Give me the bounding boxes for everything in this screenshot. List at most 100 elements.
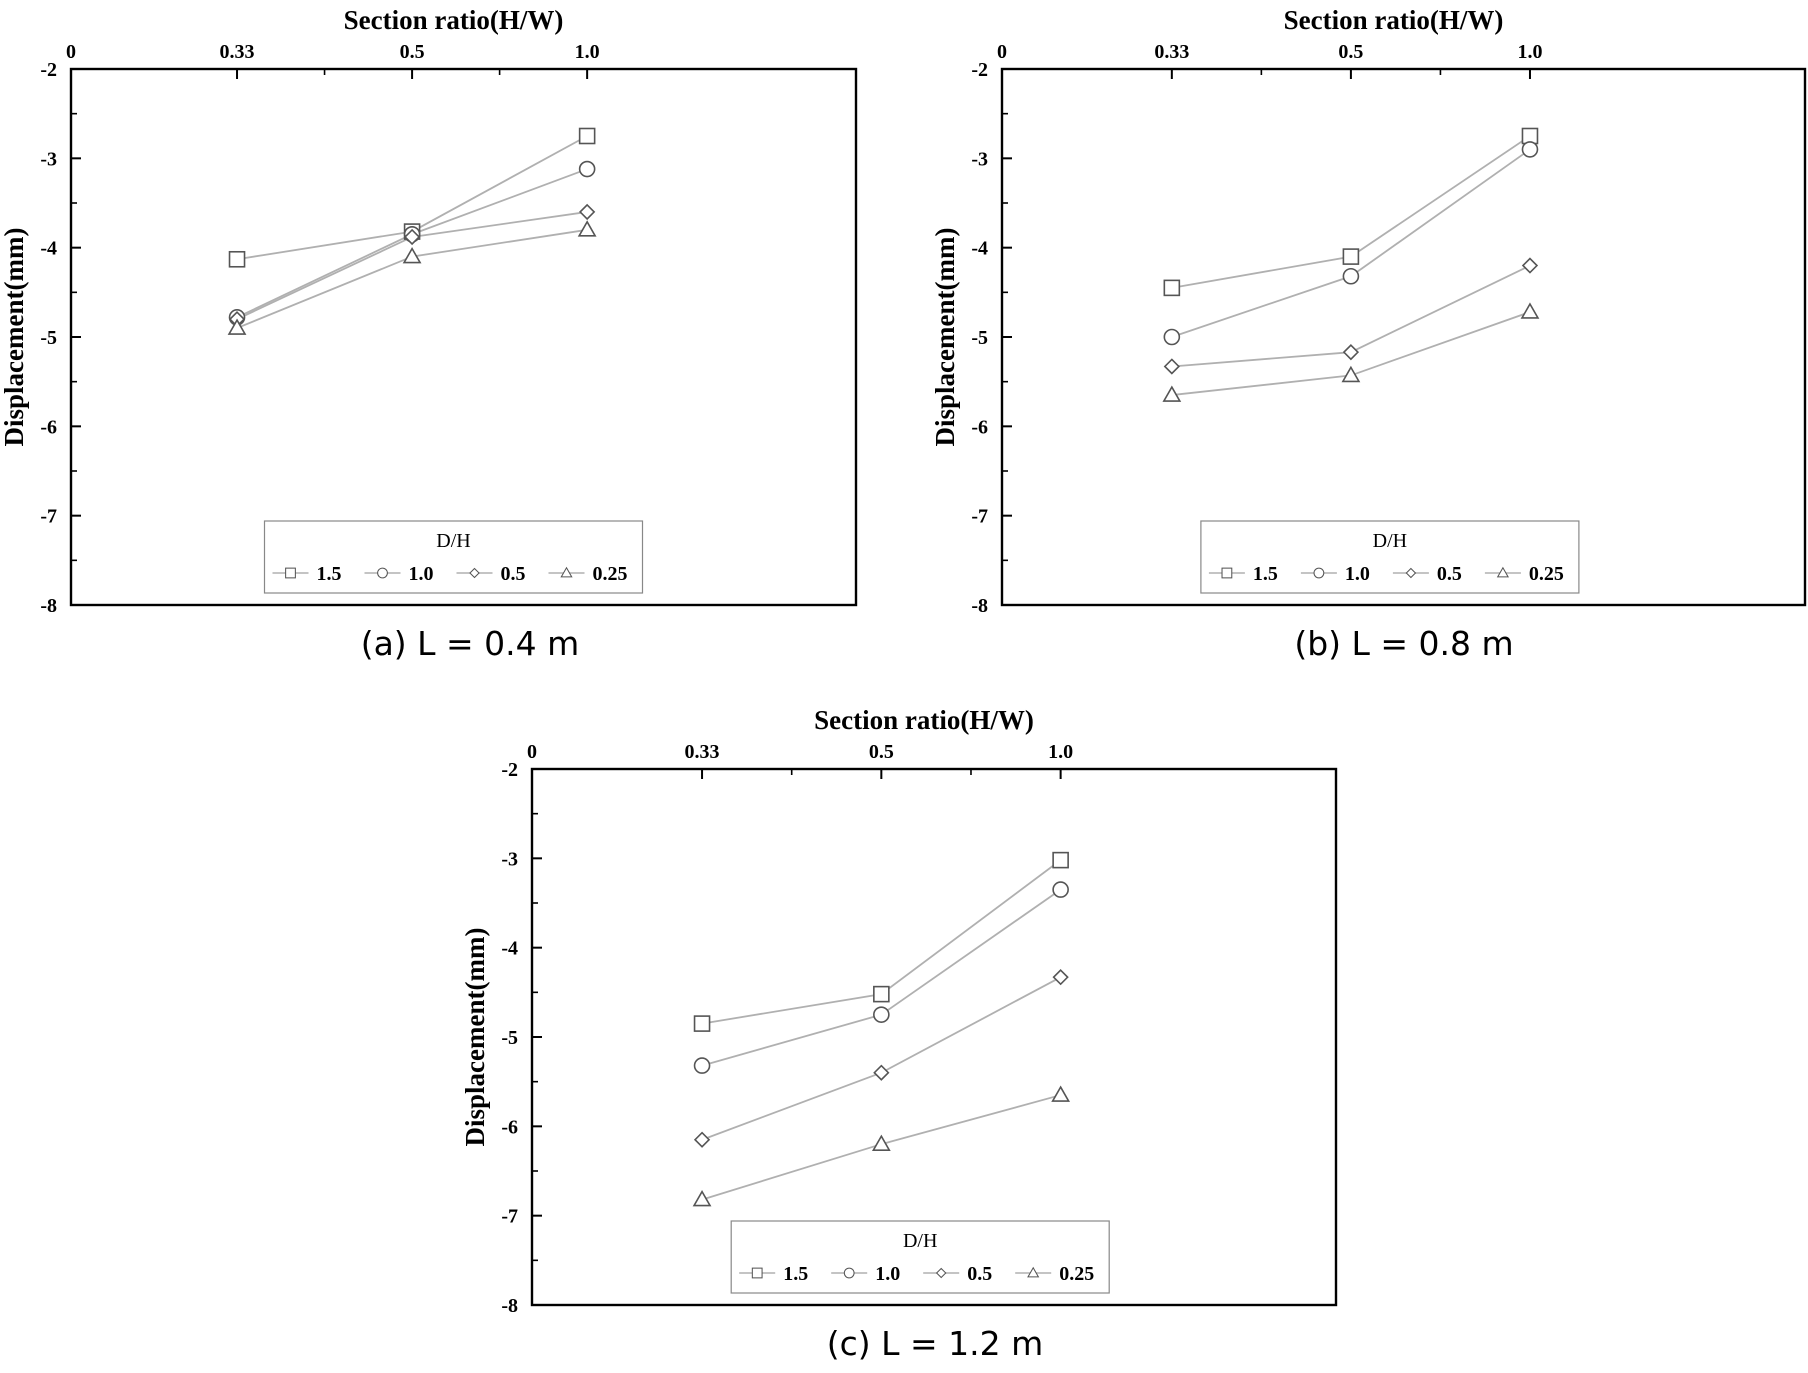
y-tick-label: -2 bbox=[971, 59, 988, 81]
data-point-1_0 bbox=[578, 160, 596, 178]
legend-marker bbox=[469, 567, 480, 579]
legend-title: D/H bbox=[436, 530, 470, 552]
legend-marker bbox=[1313, 567, 1325, 579]
legend-label: 0.25 bbox=[1529, 563, 1564, 585]
legend-marker bbox=[1405, 567, 1417, 579]
y-tick-label: -6 bbox=[40, 416, 57, 438]
legend-label: 1.5 bbox=[1253, 563, 1278, 585]
legend-marker bbox=[1027, 1266, 1040, 1278]
data-point-0_5 bbox=[579, 203, 596, 221]
data-point-0_5 bbox=[1163, 358, 1180, 375]
data-point-0_5 bbox=[693, 1131, 711, 1148]
y-tick-label: -7 bbox=[40, 506, 57, 528]
y-axis-title: Displacement(mm) bbox=[460, 928, 490, 1147]
data-point-0_25 bbox=[871, 1134, 891, 1151]
legend-label: 0.25 bbox=[593, 563, 628, 585]
data-point-0_25 bbox=[1520, 302, 1540, 319]
data-point-0_25 bbox=[1162, 385, 1182, 402]
data-point-1_5 bbox=[1163, 279, 1181, 297]
data-point-0_25 bbox=[1341, 365, 1361, 383]
data-point-1_0 bbox=[1163, 328, 1181, 346]
x-tick-label: 0.5 bbox=[1338, 41, 1363, 63]
y-tick-label: -3 bbox=[501, 848, 518, 870]
figure-caption: (c) L = 1.2 m bbox=[827, 1324, 1044, 1363]
y-tick-label: -5 bbox=[501, 1027, 518, 1049]
legend-title: D/H bbox=[1373, 530, 1407, 552]
legend: D/H 1.5 1.0 0.5 0.25 bbox=[730, 1220, 1110, 1294]
x-axis-title: Section ratio(H/W) bbox=[814, 705, 1034, 735]
data-point-1_5 bbox=[578, 127, 596, 145]
legend-title: D/H bbox=[903, 1230, 937, 1252]
data-point-1_5 bbox=[873, 985, 890, 1003]
data-point-0_5 bbox=[403, 228, 421, 246]
series-line-1_0 bbox=[1171, 148, 1531, 338]
y-tick-label: -7 bbox=[501, 1206, 518, 1228]
y-tick-label: -3 bbox=[40, 148, 57, 170]
legend-marker bbox=[285, 567, 296, 579]
data-point-0_25 bbox=[227, 318, 247, 335]
data-point-1_5 bbox=[693, 1015, 711, 1032]
legend-box bbox=[263, 520, 644, 594]
data-point-1_5 bbox=[1052, 851, 1069, 869]
data-point-0_5 bbox=[1052, 969, 1069, 986]
x-axis-title: Section ratio(H/W) bbox=[344, 5, 564, 35]
chart-panel-b: Section ratio(H/W) 0 0.33 0.5 1.0 -2 -3 -4 -5 -6 -… bbox=[930, 5, 1807, 663]
x-tick-label: 1.0 bbox=[1048, 741, 1073, 763]
y-tick-label: -5 bbox=[971, 327, 988, 349]
legend-label: 1.0 bbox=[409, 563, 434, 585]
data-point-1_0 bbox=[1052, 881, 1069, 898]
legend-marker bbox=[1221, 567, 1233, 579]
data-point-1_5 bbox=[1342, 248, 1360, 265]
y-tick-label: -5 bbox=[40, 327, 57, 349]
chart-panel-a: Section ratio(H/W) 0 0.33 0.5 1.0 -2 -3 -4 -5 -6 -… bbox=[0, 5, 858, 663]
x-tick-label: 1.0 bbox=[1517, 41, 1542, 63]
y-tick-label: -8 bbox=[501, 1295, 518, 1317]
y-axis-title: Displacement(mm) bbox=[930, 228, 960, 447]
y-tick-label: -4 bbox=[501, 938, 518, 960]
x-tick-label: 0.5 bbox=[400, 41, 425, 63]
x-axis-title: Section ratio(H/W) bbox=[1284, 5, 1504, 35]
legend-box bbox=[1200, 520, 1580, 594]
legend: D/H 1.5 1.0 0.5 0.25 bbox=[1200, 520, 1580, 594]
legend-label: 0.5 bbox=[1437, 563, 1462, 585]
x-tick-label: 0.33 bbox=[685, 741, 720, 763]
figure-caption: (b) L = 0.8 m bbox=[1294, 624, 1513, 663]
x-tick-label: 0.33 bbox=[220, 41, 255, 63]
y-tick-label: -6 bbox=[971, 416, 988, 438]
legend-marker bbox=[1496, 566, 1509, 578]
data-point-0_5 bbox=[1342, 344, 1360, 361]
data-point-0_25 bbox=[1051, 1085, 1071, 1102]
legend-marker bbox=[377, 567, 388, 579]
legend-box bbox=[730, 1220, 1110, 1294]
y-tick-label: -7 bbox=[971, 506, 988, 528]
series-line-1_5 bbox=[1171, 135, 1531, 289]
data-point-1_0 bbox=[873, 1006, 890, 1023]
legend-marker bbox=[751, 1267, 763, 1279]
legend-label: 0.25 bbox=[1059, 1263, 1094, 1285]
data-point-0_5 bbox=[873, 1064, 890, 1081]
chart-panel-c: Section ratio(H/W) 0 0.33 0.5 1.0 -2 -3 -4 -5 -6 -… bbox=[460, 705, 1338, 1363]
y-axis-title: Displacement(mm) bbox=[0, 228, 29, 447]
y-tick-label: -2 bbox=[40, 59, 57, 81]
y-tick-label: -4 bbox=[40, 238, 57, 260]
x-tick-label: 1.0 bbox=[575, 41, 600, 63]
legend: D/H 1.5 1.0 0.5 0.25 bbox=[263, 520, 644, 594]
y-tick-label: -8 bbox=[40, 595, 57, 617]
legend-label: 1.5 bbox=[317, 563, 342, 585]
data-point-0_25 bbox=[692, 1189, 712, 1207]
data-point-0_5 bbox=[1521, 257, 1539, 274]
legend-label: 0.5 bbox=[967, 1263, 992, 1285]
legend-marker bbox=[935, 1267, 947, 1279]
data-point-0_25 bbox=[402, 246, 422, 264]
y-tick-label: -3 bbox=[971, 148, 988, 170]
data-point-1_0 bbox=[1342, 267, 1360, 285]
x-tick-label: 0 bbox=[997, 41, 1007, 63]
legend-label: 1.0 bbox=[1345, 563, 1370, 585]
legend-marker bbox=[843, 1267, 855, 1279]
legend-label: 1.0 bbox=[875, 1263, 900, 1285]
series-line-1_0 bbox=[701, 888, 1062, 1067]
data-point-1_5 bbox=[228, 250, 246, 268]
legend-label: 1.5 bbox=[783, 1263, 808, 1285]
data-point-1_0 bbox=[693, 1057, 711, 1074]
